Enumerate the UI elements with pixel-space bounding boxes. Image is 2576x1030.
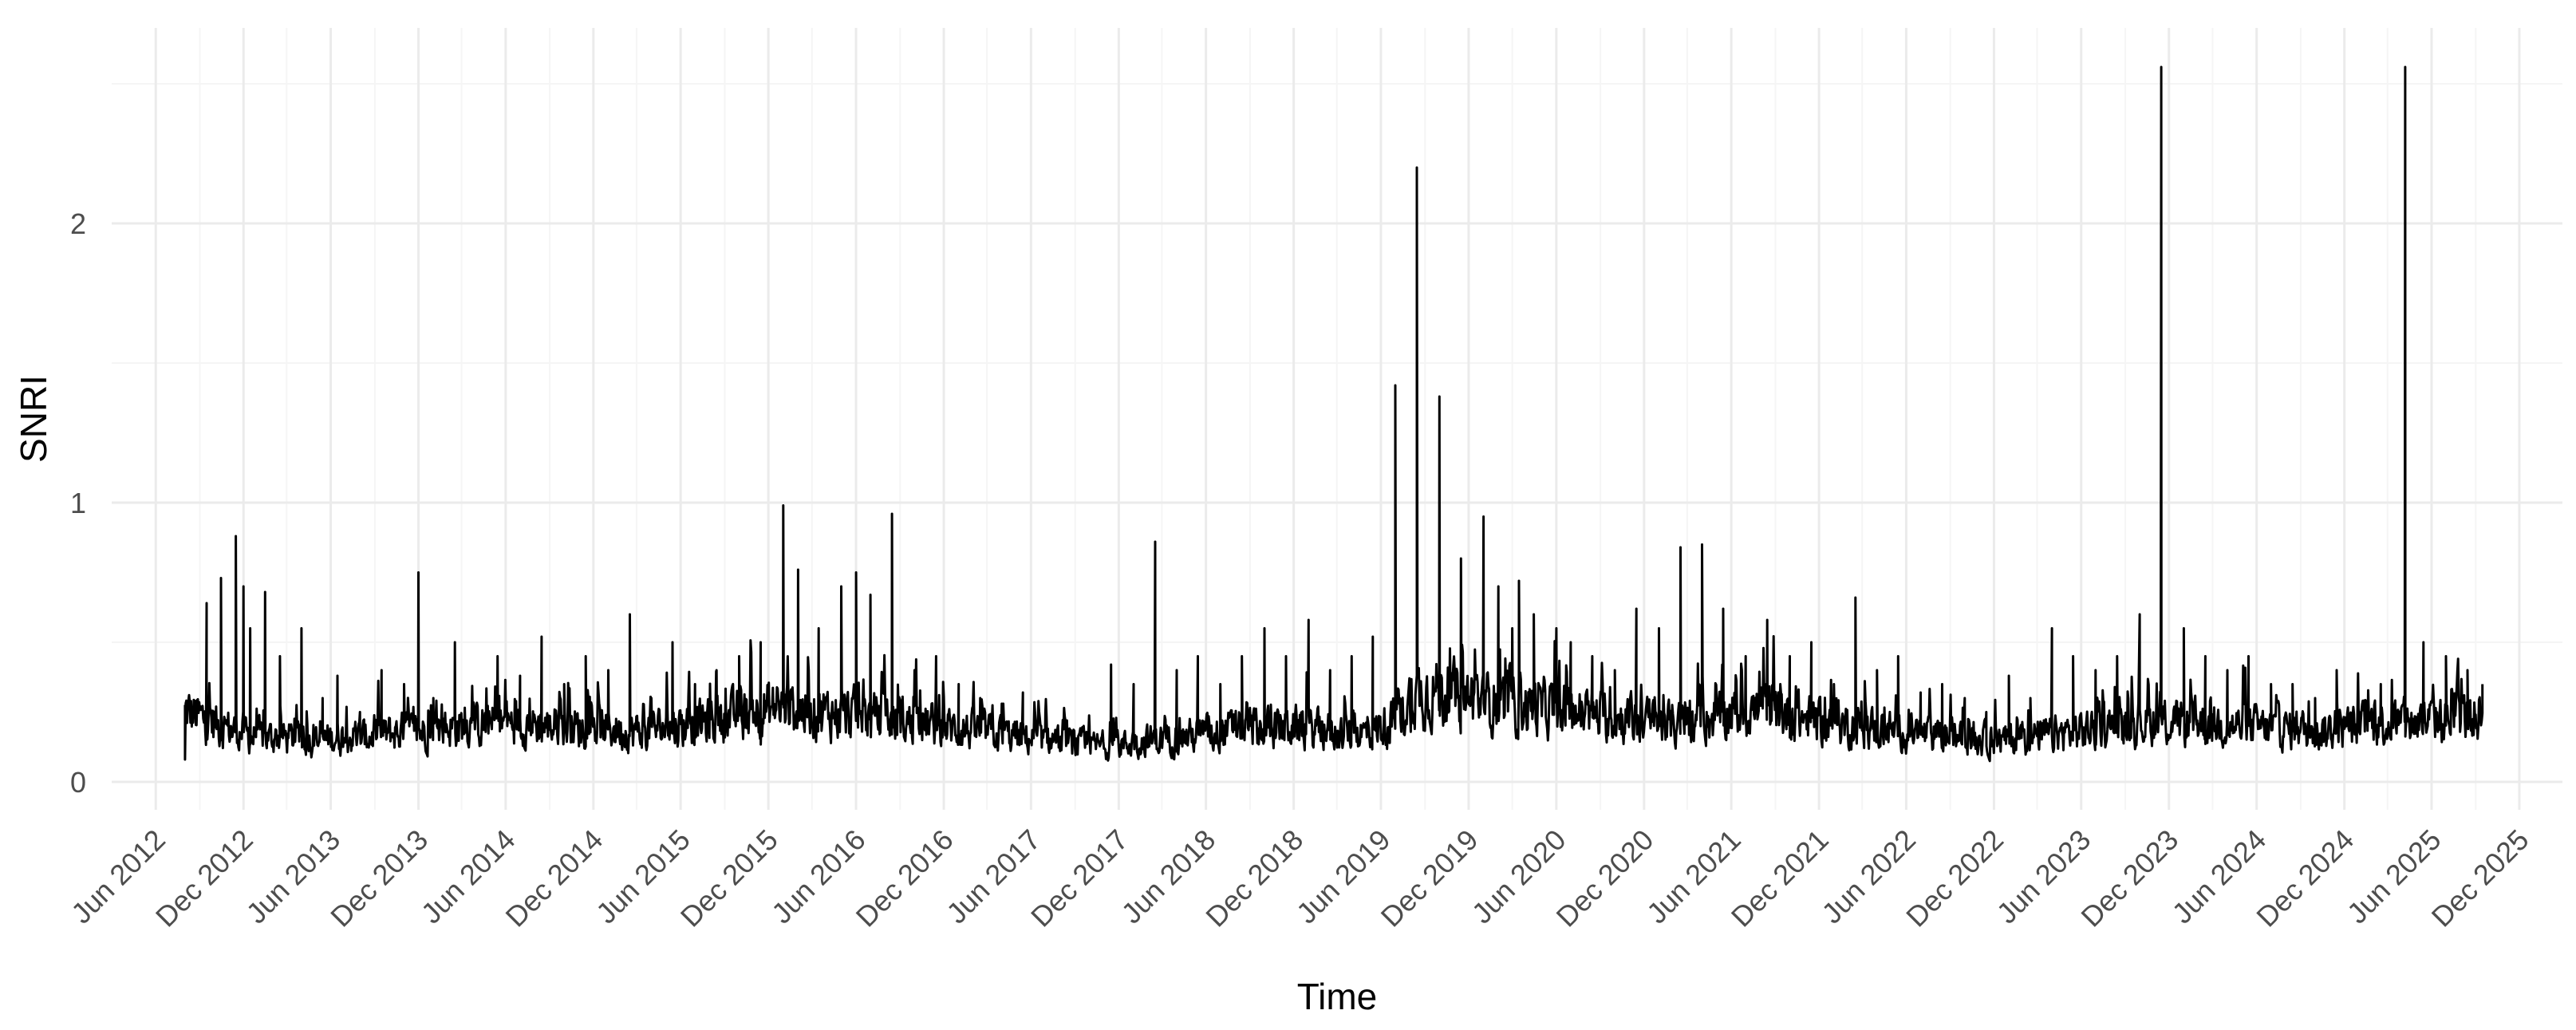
- minor-gridlines: [112, 28, 2562, 810]
- y-axis-title: SNRI: [13, 375, 54, 463]
- data-series: [183, 65, 2484, 763]
- y-tick-label: 2: [70, 207, 86, 240]
- snri-series-line: [183, 65, 2484, 763]
- y-axis-tick-labels: 0 1 2: [70, 207, 86, 799]
- y-tick-label: 1: [70, 487, 86, 519]
- x-axis-title: Time: [1297, 976, 1378, 1017]
- y-tick-label: 0: [70, 766, 86, 799]
